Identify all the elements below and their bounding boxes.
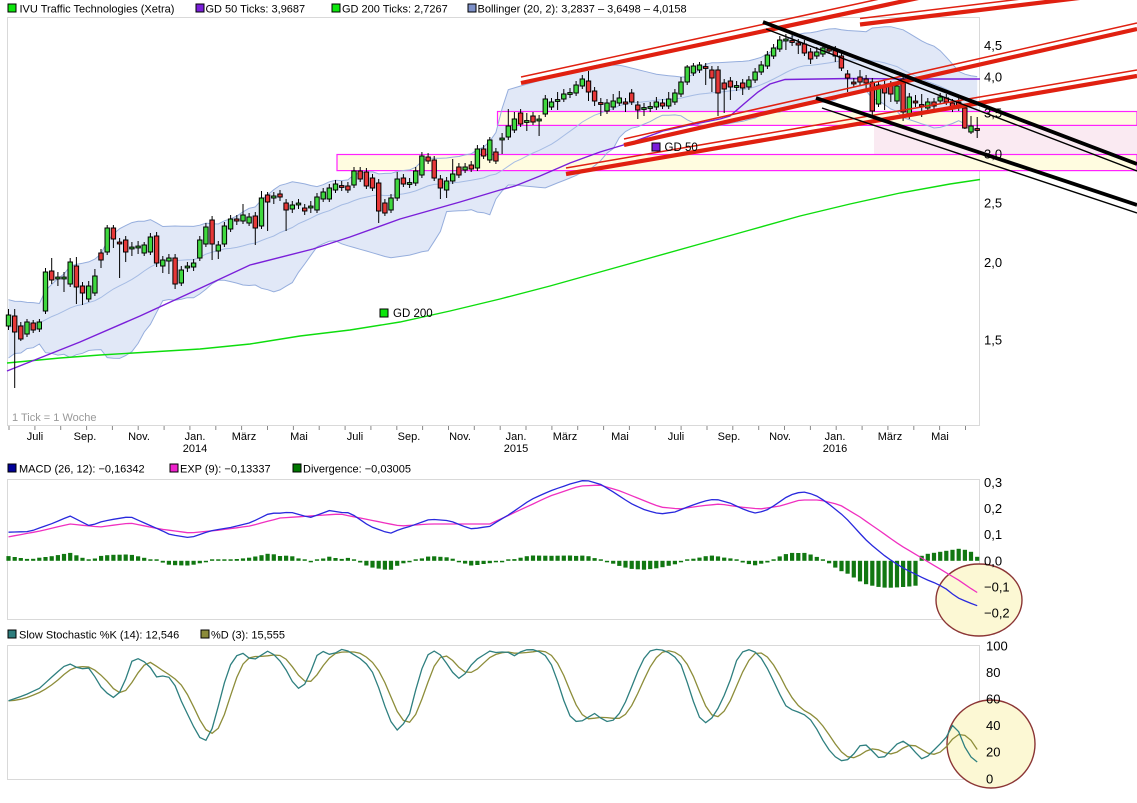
svg-text:Juli: Juli xyxy=(27,431,44,443)
svg-text:Sep.: Sep. xyxy=(74,431,97,443)
svg-text:GD 200 Ticks: 2,7267: GD 200 Ticks: 2,7267 xyxy=(342,4,448,16)
svg-text:Nov.: Nov. xyxy=(128,431,150,443)
svg-text:Slow Stochastic %K (14): 12,54: Slow Stochastic %K (14): 12,546 xyxy=(19,630,179,642)
svg-text:−0,2: −0,2 xyxy=(984,606,1010,621)
svg-text:1 Tick = 1 Woche: 1 Tick = 1 Woche xyxy=(12,412,96,424)
svg-text:Mai: Mai xyxy=(611,431,629,443)
svg-text:MACD (26, 12): −0,16342: MACD (26, 12): −0,16342 xyxy=(19,464,145,476)
svg-text:Nov.: Nov. xyxy=(769,431,791,443)
svg-text:0: 0 xyxy=(986,771,993,786)
svg-text:0,2: 0,2 xyxy=(984,501,1002,516)
svg-text:−0,1: −0,1 xyxy=(984,579,1010,594)
svg-text:Jan.: Jan. xyxy=(825,431,846,443)
svg-text:2,5: 2,5 xyxy=(984,195,1002,210)
svg-text:2016: 2016 xyxy=(823,443,847,455)
svg-text:EXP (9): −0,13337: EXP (9): −0,13337 xyxy=(180,464,271,476)
svg-text:4,0: 4,0 xyxy=(984,70,1002,85)
svg-text:GD 50: GD 50 xyxy=(665,142,698,154)
svg-text:2015: 2015 xyxy=(504,443,528,455)
svg-text:Bollinger (20, 2): 3,2837 – 3,: Bollinger (20, 2): 3,2837 – 3,6498 – 4,0… xyxy=(478,4,687,16)
svg-text:80: 80 xyxy=(986,665,1000,680)
svg-text:GD 50 Ticks: 3,9687: GD 50 Ticks: 3,9687 xyxy=(206,4,306,16)
svg-text:0,1: 0,1 xyxy=(984,527,1002,542)
svg-text:100: 100 xyxy=(986,639,1008,654)
svg-text:4,5: 4,5 xyxy=(984,38,1002,53)
svg-text:Mai: Mai xyxy=(931,431,949,443)
svg-text:2,0: 2,0 xyxy=(984,255,1002,270)
svg-text:0,3: 0,3 xyxy=(984,475,1002,490)
svg-text:3,5: 3,5 xyxy=(984,105,1002,120)
svg-text:2014: 2014 xyxy=(183,443,207,455)
svg-text:40: 40 xyxy=(986,718,1000,733)
svg-text:Juli: Juli xyxy=(347,431,364,443)
svg-text:Jan.: Jan. xyxy=(506,431,527,443)
svg-text:Divergence: −0,03005: Divergence: −0,03005 xyxy=(303,464,411,476)
svg-text:Juli: Juli xyxy=(668,431,685,443)
svg-text:IVU Traffic Technologies (Xetr: IVU Traffic Technologies (Xetra) xyxy=(20,4,175,16)
svg-text:Sep.: Sep. xyxy=(718,431,741,443)
svg-text:20: 20 xyxy=(986,745,1000,760)
svg-text:GD 200: GD 200 xyxy=(393,308,433,320)
svg-text:1,5: 1,5 xyxy=(984,332,1002,347)
svg-text:Mai: Mai xyxy=(290,431,308,443)
svg-text:März: März xyxy=(232,431,256,443)
svg-text:Nov.: Nov. xyxy=(449,431,471,443)
svg-text:0,0: 0,0 xyxy=(984,553,1002,568)
svg-text:Sep.: Sep. xyxy=(398,431,421,443)
svg-text:März: März xyxy=(878,431,902,443)
svg-text:3,0: 3,0 xyxy=(984,147,1002,162)
svg-text:Jan.: Jan. xyxy=(185,431,206,443)
svg-text:%D (3): 15,555: %D (3): 15,555 xyxy=(211,630,285,642)
svg-text:60: 60 xyxy=(986,692,1000,707)
svg-text:März: März xyxy=(553,431,577,443)
